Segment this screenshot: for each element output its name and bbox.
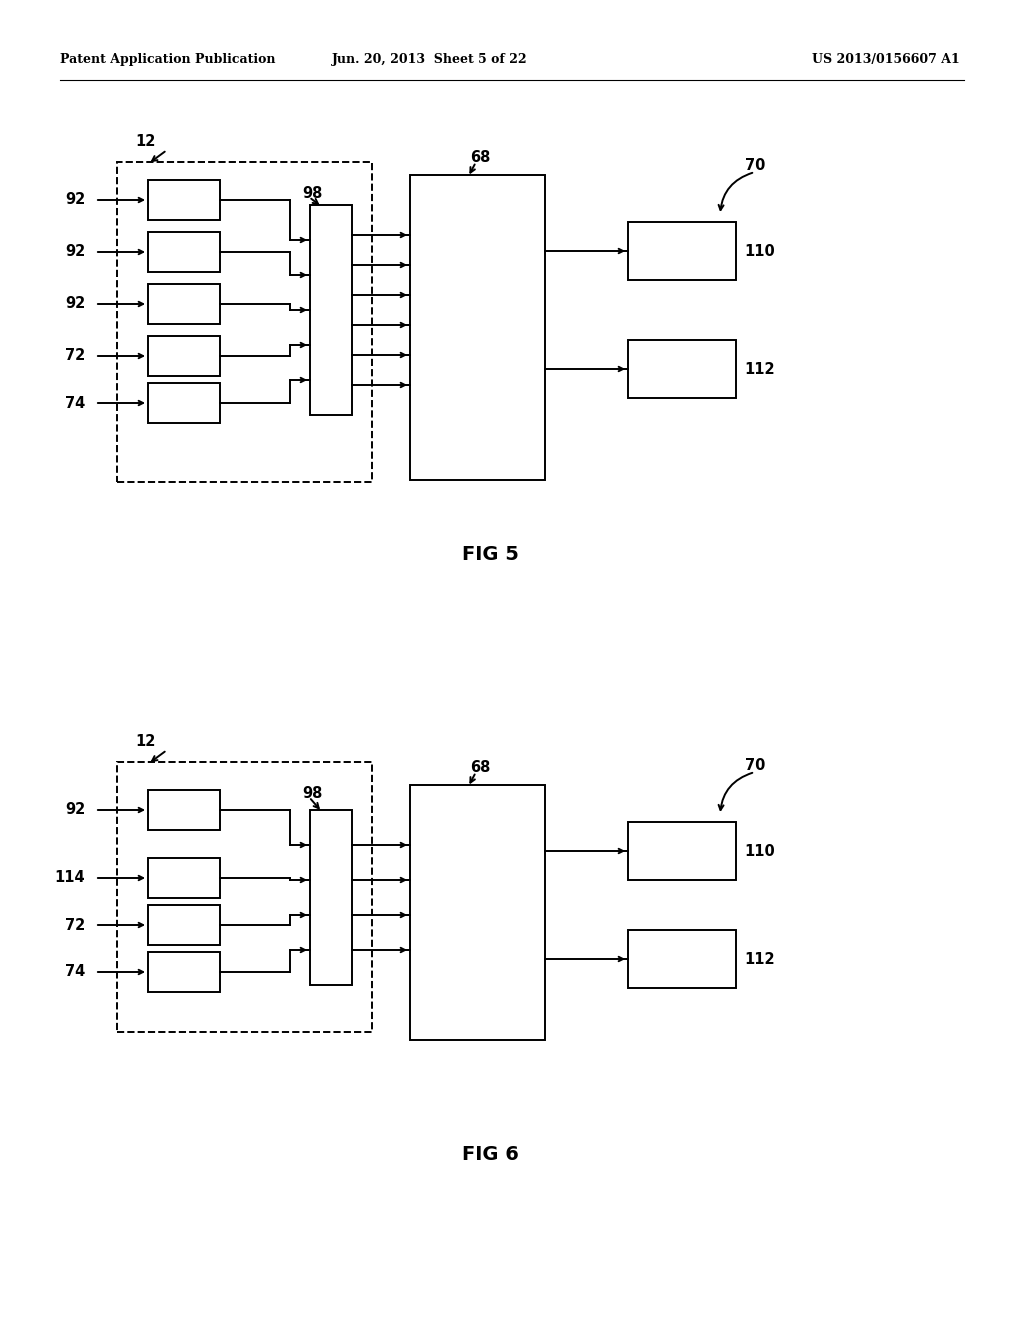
Bar <box>148 858 220 898</box>
Bar <box>628 222 736 280</box>
Bar <box>310 205 352 414</box>
Text: 74: 74 <box>65 396 85 411</box>
Text: 98: 98 <box>302 785 323 800</box>
Bar <box>148 337 220 376</box>
Text: US 2013/0156607 A1: US 2013/0156607 A1 <box>812 54 961 66</box>
Text: 92: 92 <box>65 244 85 260</box>
Text: 112: 112 <box>744 952 774 966</box>
Text: 12: 12 <box>135 135 156 149</box>
Bar <box>628 341 736 399</box>
Text: 112: 112 <box>744 362 774 376</box>
Bar <box>148 284 220 323</box>
Text: 92: 92 <box>65 193 85 207</box>
Text: 92: 92 <box>65 803 85 817</box>
Bar <box>148 952 220 993</box>
Bar <box>117 162 372 482</box>
Text: 70: 70 <box>745 759 765 774</box>
Text: FIG 5: FIG 5 <box>462 545 518 565</box>
Text: 110: 110 <box>744 243 775 259</box>
Bar <box>628 822 736 880</box>
Text: 92: 92 <box>65 297 85 312</box>
Text: 70: 70 <box>745 158 765 173</box>
Bar <box>148 180 220 220</box>
Text: Jun. 20, 2013  Sheet 5 of 22: Jun. 20, 2013 Sheet 5 of 22 <box>332 54 527 66</box>
Text: Patent Application Publication: Patent Application Publication <box>60 54 275 66</box>
Bar <box>628 931 736 987</box>
Bar <box>117 762 372 1032</box>
Bar <box>148 383 220 422</box>
Text: 110: 110 <box>744 843 775 858</box>
Text: 68: 68 <box>470 150 490 165</box>
Text: 72: 72 <box>65 348 85 363</box>
Text: FIG 6: FIG 6 <box>462 1146 518 1164</box>
Bar <box>148 789 220 830</box>
Text: 114: 114 <box>54 870 85 886</box>
Bar <box>148 906 220 945</box>
Bar <box>410 176 545 480</box>
Text: 72: 72 <box>65 917 85 932</box>
Text: 12: 12 <box>135 734 156 750</box>
Bar <box>310 810 352 985</box>
Text: 74: 74 <box>65 965 85 979</box>
Bar <box>410 785 545 1040</box>
Text: 68: 68 <box>470 760 490 776</box>
Bar <box>148 232 220 272</box>
Text: 98: 98 <box>302 186 323 201</box>
